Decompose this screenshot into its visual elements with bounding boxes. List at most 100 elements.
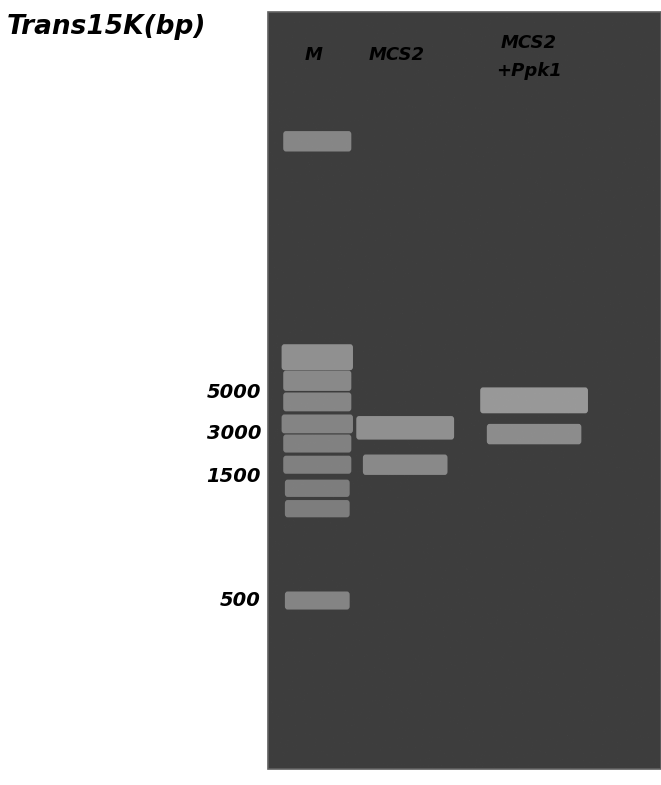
Point [452, 338, 463, 350]
Point [462, 347, 473, 360]
Point [518, 148, 529, 160]
Point [630, 155, 641, 168]
Point [565, 273, 576, 286]
Point [470, 125, 481, 137]
Point [533, 211, 543, 224]
Point [500, 696, 510, 708]
Point [595, 78, 605, 90]
Point [637, 330, 648, 342]
Point [494, 719, 505, 732]
Point [603, 372, 614, 385]
Point [266, 570, 276, 582]
Point [360, 650, 370, 663]
Point [375, 743, 385, 756]
Point [269, 499, 280, 512]
Point [508, 690, 518, 703]
Point [645, 203, 656, 216]
Point [476, 685, 486, 697]
Point [529, 46, 539, 58]
Point [555, 719, 565, 732]
Point [449, 416, 459, 429]
Point [633, 432, 643, 444]
Point [326, 629, 336, 641]
Point [642, 631, 653, 644]
Point [274, 246, 285, 258]
Point [450, 578, 461, 590]
Point [584, 380, 595, 392]
Point [336, 6, 346, 19]
Point [509, 70, 520, 82]
Point [596, 418, 607, 431]
Point [619, 429, 629, 441]
Text: MCS2: MCS2 [501, 35, 557, 52]
Point [412, 441, 423, 454]
Point [527, 133, 537, 146]
Point [613, 288, 624, 301]
Point [333, 685, 344, 697]
Point [523, 52, 533, 64]
Point [478, 306, 488, 319]
Point [457, 276, 468, 288]
Point [472, 344, 483, 356]
Point [389, 762, 399, 775]
Point [629, 223, 640, 235]
Point [508, 440, 518, 453]
Point [570, 371, 581, 384]
Point [512, 290, 522, 302]
Point [422, 747, 432, 759]
Point [619, 122, 629, 135]
Point [362, 160, 372, 173]
Point [551, 257, 562, 269]
Point [495, 696, 506, 709]
Point [299, 255, 310, 268]
Point [638, 579, 648, 592]
Point [523, 555, 533, 568]
Point [366, 709, 377, 721]
Point [511, 616, 522, 629]
Point [436, 268, 447, 280]
Point [268, 466, 278, 479]
Point [385, 254, 395, 267]
Point [519, 206, 529, 219]
Point [443, 29, 453, 42]
Point [539, 302, 549, 315]
Point [511, 751, 522, 764]
Point [411, 27, 422, 39]
FancyBboxPatch shape [285, 592, 350, 609]
Point [637, 191, 648, 203]
Point [418, 593, 429, 605]
Point [583, 243, 594, 256]
Point [377, 747, 387, 759]
Point [355, 612, 366, 625]
Point [440, 414, 450, 427]
Point [301, 37, 311, 49]
Point [352, 474, 362, 487]
Point [418, 608, 428, 621]
Point [613, 423, 623, 436]
Point [270, 696, 280, 709]
Point [284, 738, 294, 750]
Point [467, 160, 477, 173]
Point [629, 391, 639, 403]
Point [362, 579, 372, 591]
Point [370, 32, 381, 45]
Point [582, 498, 592, 510]
Point [498, 555, 509, 568]
Point [330, 630, 340, 642]
Point [545, 312, 555, 324]
Point [325, 61, 335, 74]
Point [389, 160, 400, 173]
Point [375, 456, 385, 469]
Point [603, 58, 613, 71]
Point [486, 482, 497, 495]
Point [313, 294, 324, 307]
Point [651, 517, 661, 529]
Point [598, 694, 608, 707]
Point [489, 526, 500, 539]
Point [434, 126, 444, 139]
Point [590, 166, 600, 179]
Point [311, 199, 321, 212]
Point [405, 433, 416, 445]
Point [372, 486, 383, 498]
Point [598, 199, 608, 211]
